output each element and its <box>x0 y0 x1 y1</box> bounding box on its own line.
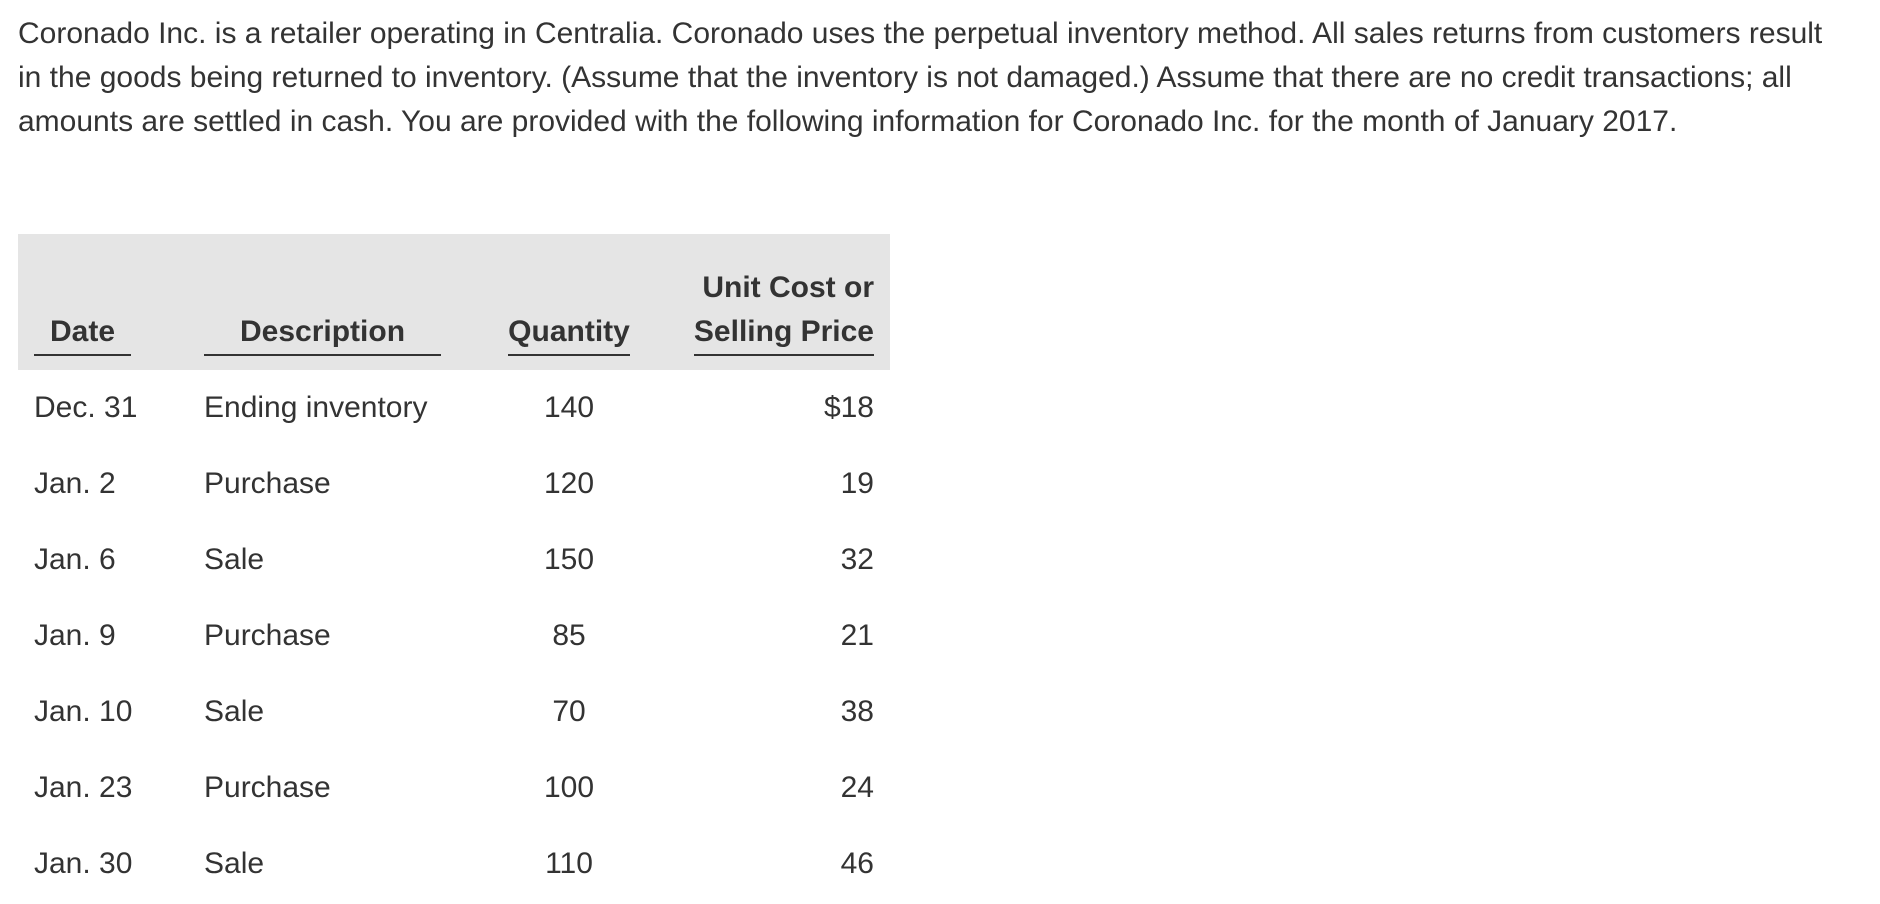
cell-price: 21 <box>840 619 874 652</box>
cell-quantity: 110 <box>545 847 593 880</box>
cell-quantity: 85 <box>552 619 586 652</box>
header-description: Description <box>188 234 468 370</box>
header-price-line1: Unit Cost or <box>702 271 874 304</box>
header-price-line2: Selling Price <box>693 310 874 356</box>
cell-price: 32 <box>840 543 874 576</box>
cell-description: Sale <box>204 543 265 576</box>
cell-quantity: 100 <box>543 771 595 804</box>
cell-quantity: 150 <box>543 543 595 576</box>
cell-description: Purchase <box>204 467 331 500</box>
cell-date: Jan. 9 <box>34 619 116 652</box>
inventory-transactions-table: Date Description Quantity Unit Cost or S… <box>18 234 890 902</box>
table-header-row: Date Description Quantity Unit Cost or S… <box>18 234 890 370</box>
cell-date: Jan. 2 <box>34 467 116 500</box>
table-row: Jan. 6 Sale 150 32 <box>18 522 890 598</box>
cell-price: 46 <box>840 847 874 880</box>
cell-description: Sale <box>204 847 265 880</box>
cell-price: 19 <box>840 467 874 500</box>
table-body: Dec. 31 Ending inventory 140 $18 Jan. 2 Purch… <box>18 370 890 902</box>
cell-quantity: 70 <box>552 695 586 728</box>
cell-price: 38 <box>840 695 874 728</box>
cell-quantity: 120 <box>543 467 595 500</box>
inventory-table-container: Date Description Quantity Unit Cost or S… <box>18 234 890 902</box>
table-row: Jan. 23 Purchase 100 24 <box>18 750 890 826</box>
cell-price: 24 <box>840 771 874 804</box>
header-date: Date <box>18 234 188 370</box>
cell-description: Purchase <box>204 771 331 804</box>
cell-description: Purchase <box>204 619 331 652</box>
cell-date: Jan. 23 <box>34 771 133 804</box>
table-row: Jan. 10 Sale 70 38 <box>18 674 890 750</box>
cell-description: Ending inventory <box>204 391 428 424</box>
cell-date: Jan. 6 <box>34 543 116 576</box>
table-row: Jan. 9 Purchase 85 21 <box>18 598 890 674</box>
header-unit-cost-or-selling-price: Unit Cost or Selling Price <box>670 234 890 370</box>
cell-description: Sale <box>204 695 265 728</box>
table-row: Dec. 31 Ending inventory 140 $18 <box>18 370 890 446</box>
cell-date: Jan. 30 <box>34 847 133 880</box>
cell-quantity: 140 <box>543 391 595 424</box>
header-quantity: Quantity <box>468 234 670 370</box>
table-row: Jan. 30 Sale 110 46 <box>18 826 890 902</box>
cell-date: Dec. 31 <box>34 391 138 424</box>
cell-price: $18 <box>823 391 874 424</box>
problem-statement: Coronado Inc. is a retailer operating in… <box>18 17 1823 138</box>
cell-date: Jan. 10 <box>34 695 133 728</box>
table-row: Jan. 2 Purchase 120 19 <box>18 446 890 522</box>
